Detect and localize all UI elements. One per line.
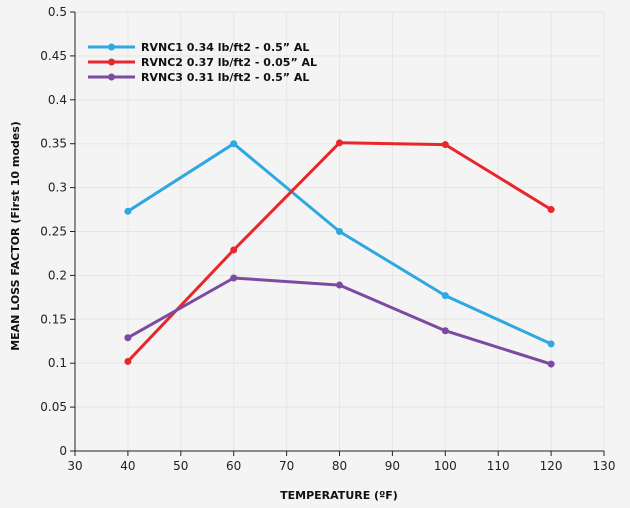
y-tick-label: 0 (59, 444, 67, 458)
legend-marker-2 (108, 58, 115, 66)
data-point-series-2 (124, 357, 132, 365)
series-lines (124, 139, 555, 368)
y-tick-label: 0.5 (48, 5, 67, 19)
data-point-series-3 (124, 334, 132, 342)
x-tick-label: 90 (385, 459, 400, 473)
legend-label-1: RVNC1 0.34 lb/ft2 - 0.5” AL (141, 41, 309, 54)
legend-label-2: RVNC2 0.37 lb/ft2 - 0.05” AL (141, 56, 317, 69)
data-point-series-1 (441, 292, 449, 300)
x-tick-label: 120 (540, 459, 563, 473)
x-tick-label: 100 (434, 459, 457, 473)
y-tick-label: 0.3 (48, 181, 67, 195)
data-point-series-3 (336, 281, 343, 289)
x-tick-label: 80 (332, 459, 347, 473)
x-tick-label: 60 (226, 459, 241, 473)
legend: RVNC1 0.34 lb/ft2 - 0.5” AL RVNC2 0.37 lb… (88, 41, 317, 84)
y-tick-label: 0.2 (48, 268, 67, 282)
y-axis-title: MEAN LOSS FACTOR (First 10 modes) (9, 121, 22, 351)
x-tick-label: 110 (487, 459, 510, 473)
y-tick-label: 0.1 (48, 356, 67, 370)
data-point-series-2 (336, 139, 343, 147)
y-tick-label: 0.45 (40, 49, 67, 63)
x-tick-label: 40 (120, 459, 135, 473)
data-point-series-2 (547, 206, 555, 214)
data-point-series-3 (441, 327, 449, 335)
data-point-series-3 (547, 360, 555, 368)
y-tick-label: 0.15 (40, 312, 67, 326)
y-tick-label: 0.35 (40, 137, 67, 151)
y-tick-label: 0.05 (40, 400, 67, 414)
data-point-series-1 (230, 140, 238, 148)
legend-marker-3 (108, 73, 115, 81)
data-point-series-3 (230, 274, 238, 282)
x-tick-label: 70 (279, 459, 294, 473)
x-tick-label: 130 (593, 459, 616, 473)
tick-labels: 0 0.05 0.1 0.15 0.2 0.25 0.3 0.35 0.4 0.45 0.5 30 40… (40, 5, 615, 473)
axes (70, 11, 605, 456)
y-tick-label: 0.25 (40, 225, 67, 239)
data-point-series-1 (547, 340, 555, 348)
y-tick-label: 0.4 (48, 93, 67, 107)
data-point-series-2 (441, 141, 449, 149)
x-tick-label: 30 (67, 459, 82, 473)
data-point-series-1 (336, 228, 343, 235)
data-point-series-2 (230, 246, 238, 254)
legend-label-3: RVNC3 0.31 lb/ft2 - 0.5” AL (141, 71, 309, 84)
legend-marker-1 (108, 43, 115, 51)
x-axis-title: TEMPERATURE (ºF) (280, 489, 398, 502)
x-tick-label: 50 (173, 459, 188, 473)
data-point-series-1 (124, 207, 132, 215)
